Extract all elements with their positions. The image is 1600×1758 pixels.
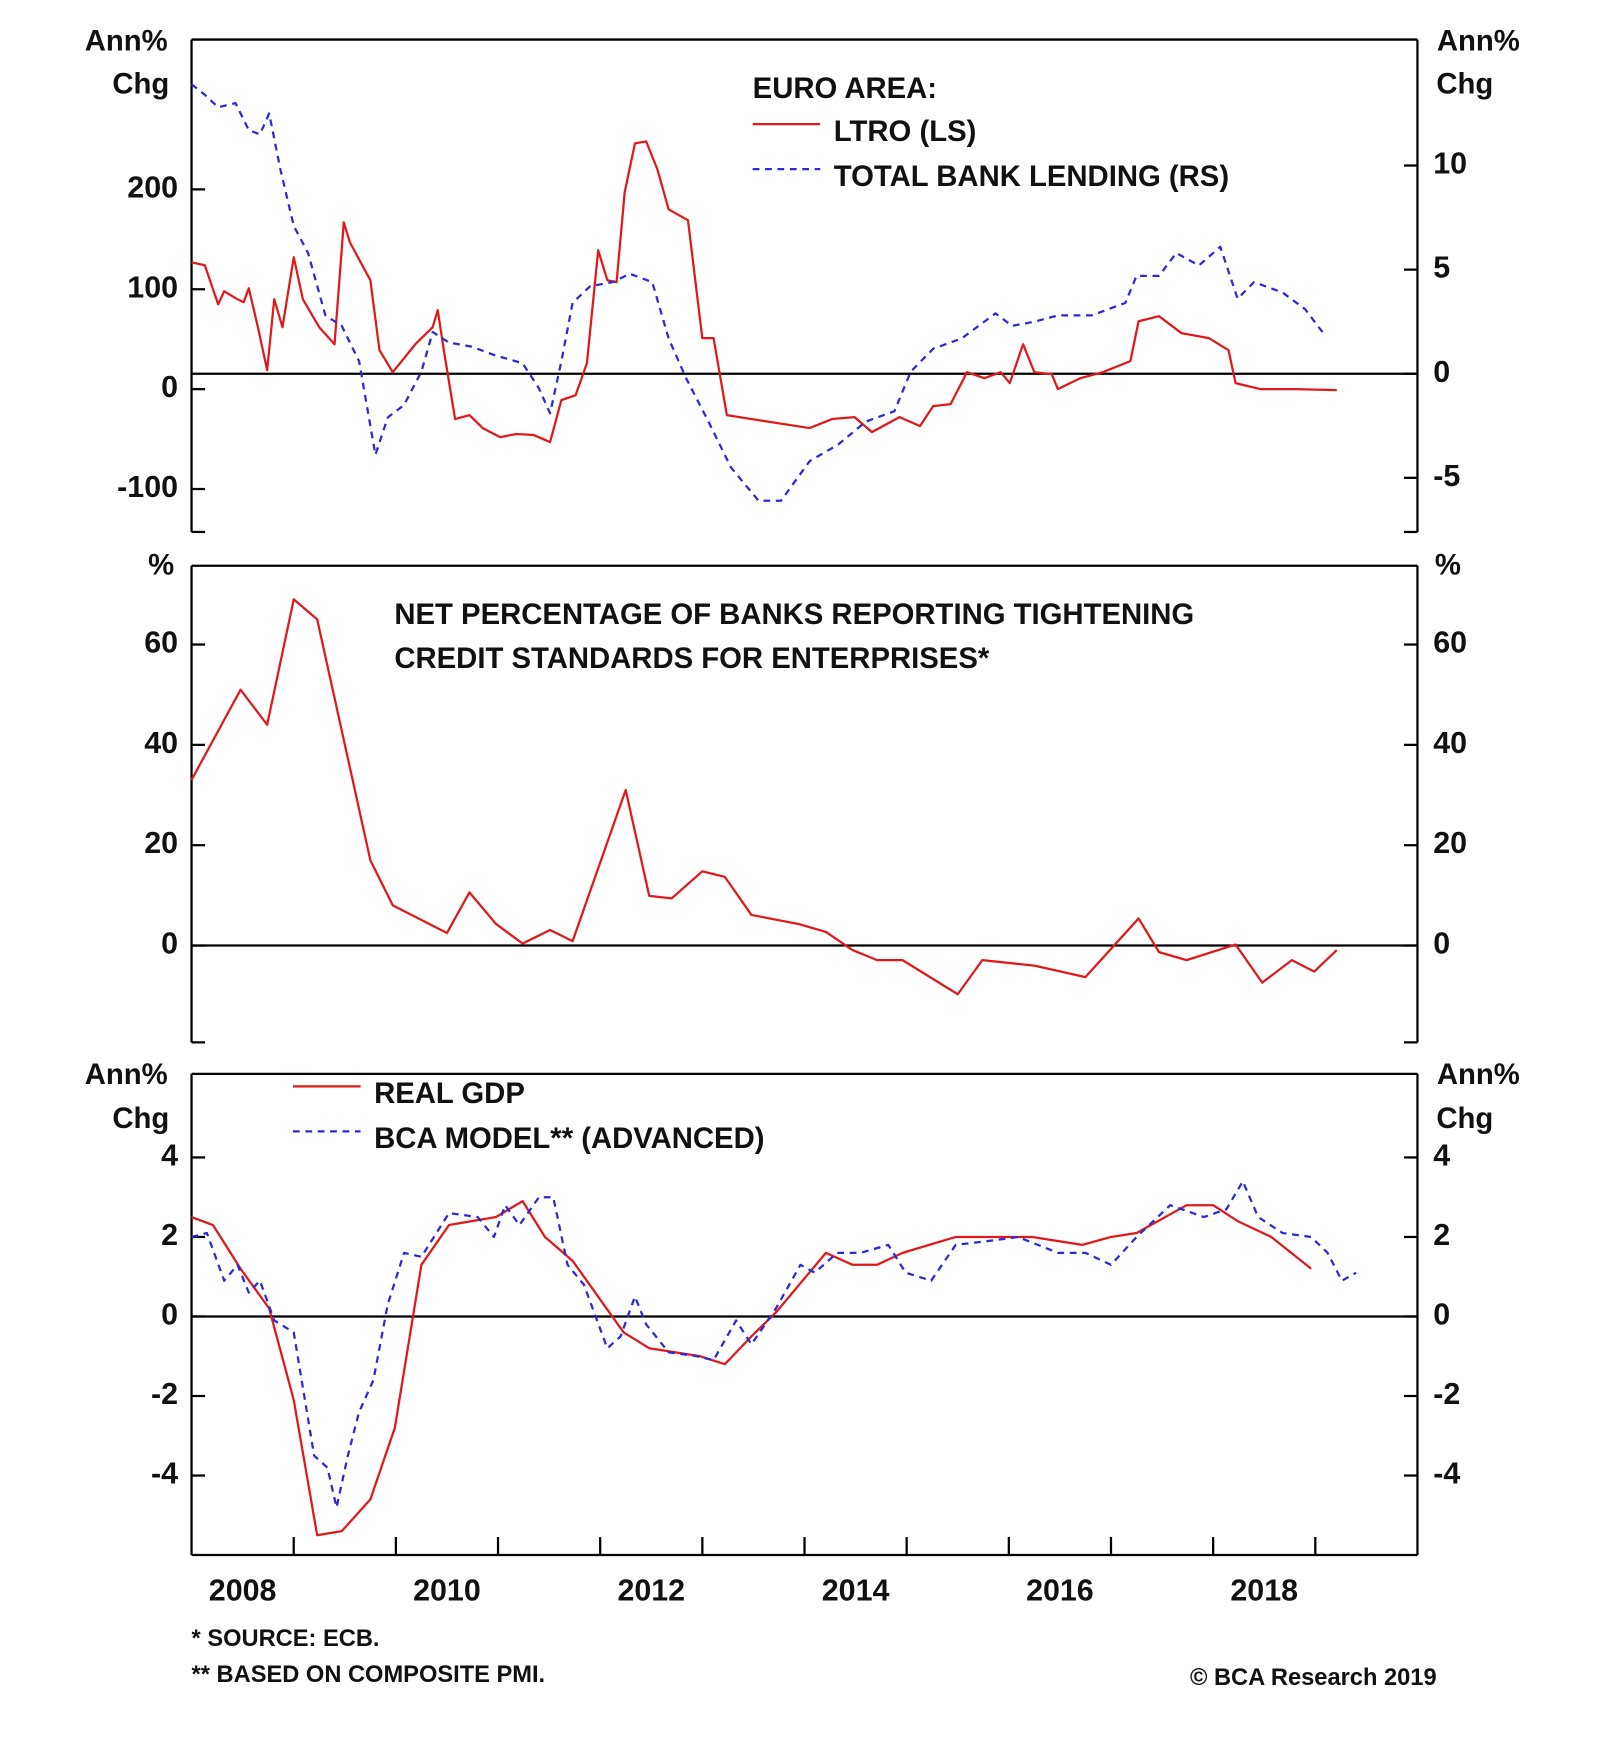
x-tick-label: 2014: [822, 1573, 890, 1607]
y2-axis-label: Chg: [1436, 67, 1493, 100]
y2-axis-label: Ann%: [1437, 25, 1520, 58]
y2-axis-label: Ann%: [1437, 1058, 1520, 1091]
y2-tick-label: 60: [1433, 626, 1467, 660]
series-line: [191, 140, 1337, 444]
y2-tick-label: 20: [1433, 826, 1467, 860]
y-axis-label: Chg: [112, 67, 169, 100]
y-tick-label: 4: [161, 1138, 178, 1172]
y2-axis-label: %: [1435, 549, 1461, 582]
y-axis-label: Ann%: [85, 25, 168, 58]
y2-tick-label: 0: [1433, 355, 1450, 389]
y2-tick-label: 0: [1433, 927, 1450, 961]
legend-label: LTRO (LS): [834, 115, 977, 148]
legend-label: TOTAL BANK LENDING (RS): [834, 160, 1229, 193]
x-tick-label: 2008: [209, 1573, 277, 1607]
y-axis-label: Chg: [112, 1102, 169, 1135]
series-line: [191, 1180, 1357, 1509]
chart-title: NET PERCENTAGE OF BANKS REPORTING TIGHTE…: [394, 598, 1194, 631]
y-tick-label: 40: [144, 726, 178, 760]
x-tick-label: 2018: [1230, 1573, 1298, 1607]
series-line: [191, 1200, 1312, 1537]
legend-label: BCA MODEL** (ADVANCED): [374, 1122, 764, 1155]
series-line: [190, 83, 1324, 502]
footnote: ** BASED ON COMPOSITE PMI.: [192, 1662, 546, 1688]
footnote: * SOURCE: ECB.: [192, 1626, 380, 1652]
credit: © BCA Research 2019: [1190, 1665, 1437, 1691]
y-tick-label: -4: [151, 1457, 178, 1491]
y2-tick-label: -2: [1433, 1377, 1460, 1411]
y-tick-label: -2: [151, 1377, 178, 1411]
y-tick-label: -100: [117, 470, 178, 504]
x-tick-label: 2016: [1026, 1573, 1094, 1607]
chart-title: EURO AREA:: [753, 72, 937, 105]
y2-tick-label: 2: [1433, 1218, 1450, 1252]
y2-tick-label: 4: [1433, 1138, 1450, 1172]
y-tick-label: 2: [161, 1218, 178, 1252]
legend-label: REAL GDP: [374, 1077, 525, 1110]
chart-title: CREDIT STANDARDS FOR ENTERPRISES*: [394, 642, 989, 675]
series-line: [190, 598, 1338, 996]
y2-tick-label: 0: [1433, 1298, 1450, 1332]
y-tick-label: 100: [127, 270, 178, 304]
x-tick-label: 2010: [413, 1573, 481, 1607]
y-tick-label: 200: [127, 170, 178, 204]
y2-tick-label: 5: [1433, 251, 1450, 285]
y2-tick-label: -5: [1433, 459, 1460, 493]
x-tick-label: 2012: [617, 1573, 685, 1607]
y-axis-label: %: [148, 549, 174, 582]
y2-axis-label: Chg: [1436, 1102, 1493, 1135]
y-tick-label: 0: [161, 1298, 178, 1332]
y2-tick-label: 10: [1433, 147, 1467, 181]
y2-tick-label: 40: [1433, 726, 1467, 760]
y2-tick-label: -4: [1433, 1457, 1460, 1491]
y-axis-label: Ann%: [85, 1058, 168, 1091]
y-tick-label: 60: [144, 626, 178, 660]
y-tick-label: 20: [144, 826, 178, 860]
y-tick-label: 0: [161, 927, 178, 961]
y-tick-label: 0: [161, 370, 178, 404]
